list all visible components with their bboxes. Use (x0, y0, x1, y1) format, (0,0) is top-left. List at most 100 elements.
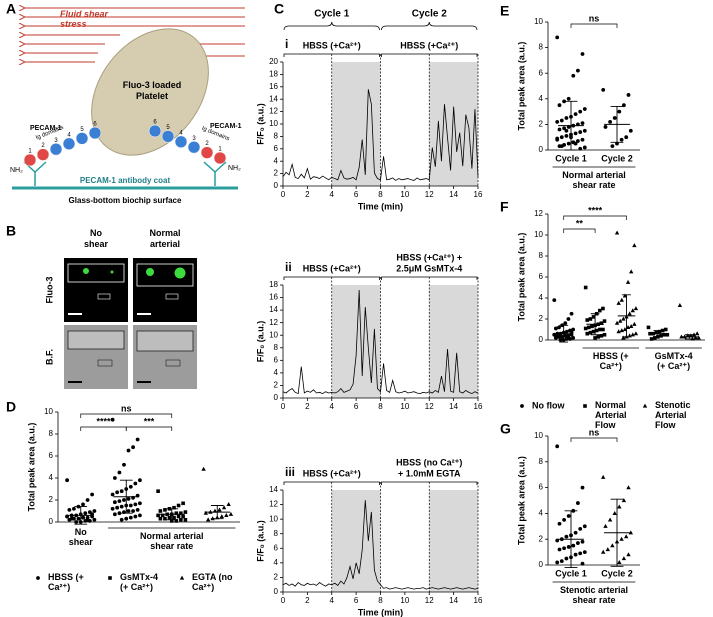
point (555, 444, 560, 449)
point (76, 516, 81, 521)
point (580, 539, 585, 544)
point (163, 516, 167, 521)
point (135, 508, 140, 512)
point (201, 466, 206, 471)
point (569, 311, 574, 316)
sd-bar (684, 334, 694, 340)
signal (83, 268, 89, 274)
shaded-period (429, 285, 478, 398)
ig-domain (36, 148, 50, 161)
group-label: Normal arterial shear rate (140, 531, 204, 551)
y-axis-label: F/F₀ (a.u.) (255, 103, 265, 145)
domain-number: 2 (205, 141, 209, 147)
point (117, 499, 122, 503)
cycle-brace (381, 21, 478, 31)
y-tick-label: 14 (269, 305, 278, 314)
point (564, 556, 569, 561)
point (591, 329, 596, 334)
ig-domain (213, 151, 227, 165)
point (582, 145, 587, 150)
significance-bracket (563, 215, 627, 220)
point (562, 546, 566, 551)
point (582, 128, 587, 133)
point (571, 543, 576, 548)
y-tick-label: 8 (274, 343, 279, 352)
x-tick-label: 2 (305, 190, 310, 199)
point (578, 551, 583, 556)
point (203, 510, 209, 515)
point (520, 404, 524, 408)
point (156, 513, 160, 518)
x-tick-label: 14 (449, 190, 458, 199)
point (628, 530, 633, 535)
cycle-label: Cycle 1 (314, 9, 349, 20)
point (629, 269, 634, 274)
point (183, 518, 188, 522)
image-column: Normal arterial (149, 228, 180, 249)
point (571, 336, 576, 340)
point (112, 500, 117, 505)
y-tick-label: 2 (539, 314, 544, 323)
point (624, 135, 629, 140)
legend-label: Normal Arterial Flow (595, 400, 627, 430)
y-tick-label: 4 (49, 473, 54, 482)
x-tick-label: 8 (378, 190, 383, 199)
y-tick-label: 0 (274, 181, 279, 190)
y-tick-label: 14 (269, 94, 278, 103)
domain-number: 1 (28, 149, 32, 155)
sd-bar (622, 294, 631, 338)
x-tick-label: 0 (281, 190, 286, 199)
y-axis-label: F/F₀ (a.u.) (255, 520, 265, 562)
condition-label: HBSS (+Ca²⁺) + (396, 252, 462, 262)
point (559, 144, 564, 149)
point (625, 279, 631, 284)
domain-number: 5 (80, 127, 84, 133)
point (571, 327, 576, 332)
point (563, 333, 568, 338)
point (573, 530, 578, 535)
trace-line (282, 290, 479, 395)
point (633, 306, 639, 311)
point (158, 509, 163, 513)
x-tick-label: No shear (69, 527, 94, 547)
point (582, 107, 587, 111)
y-tick-label: 6 (539, 68, 544, 77)
legend-label: No flow (532, 400, 565, 410)
point (621, 335, 626, 340)
point (614, 230, 620, 235)
point (36, 576, 40, 580)
surface-label: Glass-bottom biochip surface (69, 196, 182, 205)
point (562, 99, 566, 104)
point (81, 502, 85, 507)
sd-bar (119, 479, 133, 514)
domain-number: 4 (67, 132, 71, 138)
point (590, 324, 594, 329)
sd-bar (210, 505, 224, 520)
y-axis-label: Total peak area (a.u.) (516, 233, 526, 322)
point (610, 144, 615, 149)
point (566, 141, 571, 146)
point (126, 448, 131, 453)
point (601, 474, 606, 479)
point (128, 503, 133, 508)
condition-label: 2.5μM GsMTx-4 (396, 263, 462, 273)
ig-domain (187, 140, 201, 154)
y-tick-label: 16 (269, 293, 278, 302)
point (617, 109, 622, 114)
point (585, 318, 590, 322)
x-tick-label: 16 (474, 190, 483, 199)
point (92, 517, 97, 522)
point (588, 330, 593, 335)
y-tick-label: 12 (269, 107, 278, 116)
point (566, 336, 571, 340)
micrographs (64, 258, 197, 389)
signal (110, 270, 114, 274)
point (665, 332, 670, 337)
point (610, 543, 615, 548)
point (607, 517, 613, 522)
panel-letter: G (500, 421, 511, 437)
domain-number: 2 (41, 143, 45, 149)
condition-bracket (283, 481, 380, 485)
point (555, 334, 560, 339)
point (576, 139, 580, 143)
